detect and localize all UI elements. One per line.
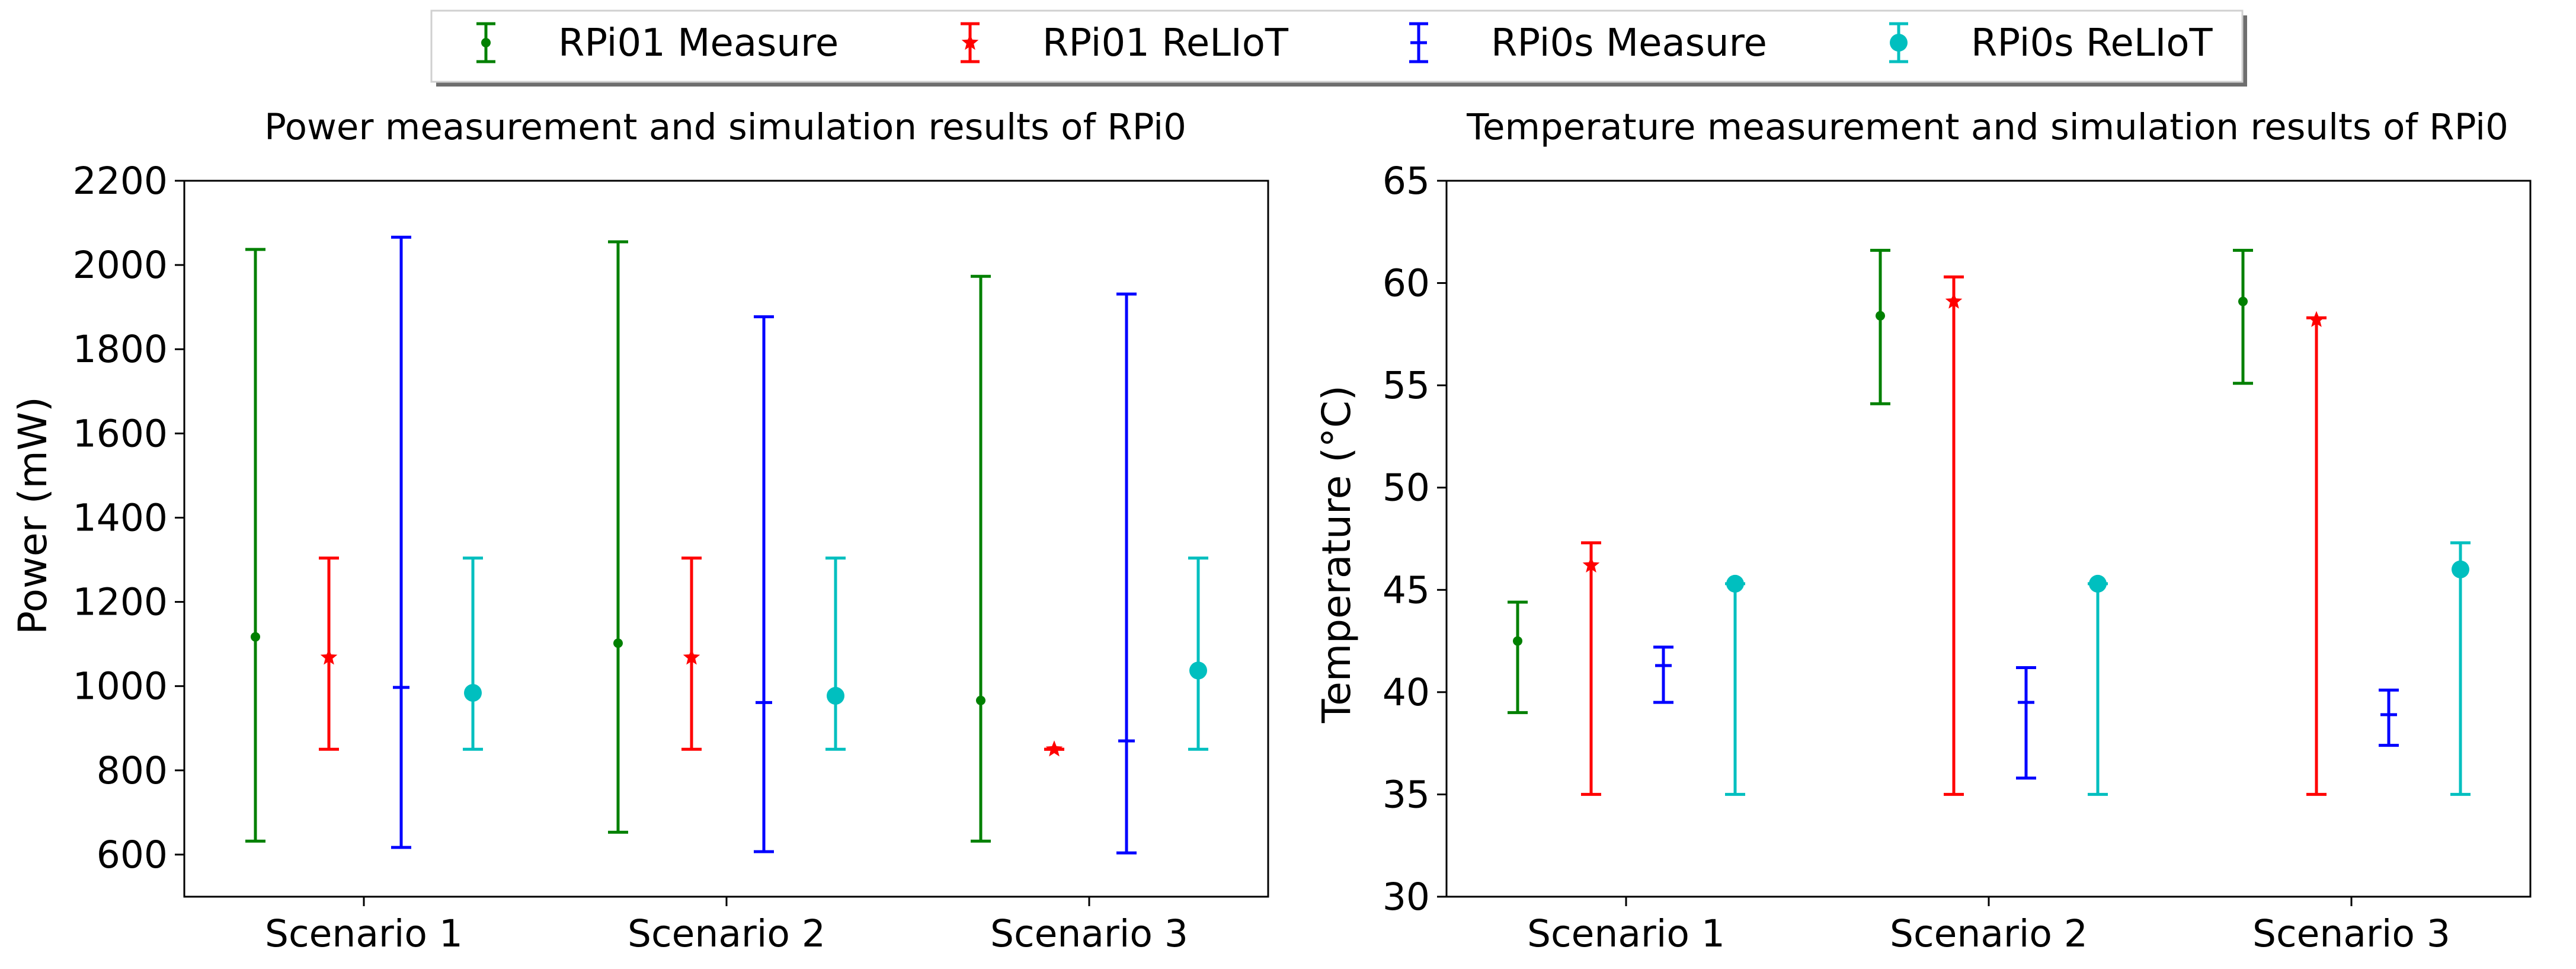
data-point xyxy=(2452,560,2469,578)
errorbar xyxy=(825,557,846,751)
errorbar xyxy=(971,274,991,843)
data-point xyxy=(1582,556,1600,573)
y-tick-label: 1800 xyxy=(73,328,168,371)
y-tick-label: 1600 xyxy=(73,412,168,455)
legend-entry: RPi0s ReLIoT xyxy=(1889,21,2213,65)
series-rpi01-measure xyxy=(245,240,991,843)
temperature-y-axis-label: Temperature (°C) xyxy=(1314,385,1359,724)
series-rpi0s-reliot xyxy=(1725,541,2471,796)
errorbar xyxy=(463,557,483,751)
errorbar xyxy=(319,557,339,751)
x-tick-label: Scenario 1 xyxy=(265,912,463,955)
legend-label: RPi01 ReLIoT xyxy=(1042,21,1289,65)
errorbar xyxy=(1116,292,1137,855)
legend-entry: RPi0s Measure xyxy=(1409,21,1767,65)
errorbar xyxy=(1044,740,1064,757)
x-tick-label: Scenario 3 xyxy=(990,912,1188,955)
errorbar xyxy=(1870,248,1890,405)
temperature-panel: Temperature measurement and simulation r… xyxy=(1314,106,2532,955)
series-rpi0s-measure xyxy=(391,235,1137,855)
errorbar xyxy=(1725,574,1745,796)
data-point xyxy=(251,632,260,642)
data-point xyxy=(1189,661,1207,680)
legend-entry: RPi01 ReLIoT xyxy=(961,21,1289,65)
data-point xyxy=(613,638,623,648)
temperature-plot-area: 30 35 40 45 50 55 60 65 Scenario 1 Scenario 2 Scen… xyxy=(1383,159,2471,955)
power-y-axis-label: Power (mW) xyxy=(10,396,56,635)
y-tick-label: 40 xyxy=(1383,671,1430,714)
y-tick-label: 65 xyxy=(1383,159,1430,203)
legend-box xyxy=(430,9,2244,83)
series-rpi0s-reliot xyxy=(463,557,1208,751)
errorbar xyxy=(681,557,702,751)
errorbar xyxy=(2450,541,2471,796)
errorbar xyxy=(754,315,774,853)
series-rpi01-measure xyxy=(1508,248,2253,714)
power-plot-area: 600 800 1000 1200 1400 1600 1800 2000 2200 Scenar… xyxy=(73,159,1208,955)
data-point xyxy=(464,684,482,702)
data-point xyxy=(827,687,844,705)
x-tick-label: Scenario 3 xyxy=(2252,912,2450,955)
series-rpi01-reliot xyxy=(1581,275,2327,796)
y-tick-label: 55 xyxy=(1383,364,1430,407)
y-tick-label: 2200 xyxy=(73,159,168,203)
errorbar xyxy=(245,248,265,843)
power-chart-title: Power measurement and simulation results… xyxy=(264,106,1186,148)
legend-marker xyxy=(961,34,979,50)
y-tick-label: 800 xyxy=(97,749,168,792)
temperature-plot-frame xyxy=(1445,180,2532,898)
y-tick-label: 35 xyxy=(1383,773,1430,816)
legend-label: RPi0s Measure xyxy=(1491,21,1767,65)
errorbar xyxy=(391,235,411,849)
errorbar xyxy=(1188,557,1208,751)
legend-marker xyxy=(1890,34,1908,52)
series-rpi01-reliot xyxy=(319,557,1064,757)
y-tick-label: 1400 xyxy=(73,496,168,539)
data-point xyxy=(1945,292,1963,309)
data-point xyxy=(683,648,700,665)
errorbar xyxy=(1581,541,1601,796)
errorbar xyxy=(2016,666,2036,780)
y-tick-label: 2000 xyxy=(73,244,168,287)
series-rpi0s-measure xyxy=(1653,645,2399,780)
data-point xyxy=(2308,311,2325,327)
data-point xyxy=(1513,636,1522,646)
legend-label: RPi0s ReLIoT xyxy=(1971,21,2213,65)
errorbar xyxy=(2306,311,2327,796)
errorbar xyxy=(2088,574,2108,796)
errorbar xyxy=(608,240,628,834)
power-panel: Power measurement and simulation results… xyxy=(10,106,1269,955)
y-tick-label: 600 xyxy=(97,833,168,877)
y-tick-label: 50 xyxy=(1383,466,1430,510)
errorbar xyxy=(1944,275,1964,796)
x-tick-label: Scenario 1 xyxy=(1527,912,1725,955)
x-tick-label: Scenario 2 xyxy=(1890,912,2088,955)
y-tick-label: 60 xyxy=(1383,262,1430,305)
y-tick-label: 30 xyxy=(1383,875,1430,919)
y-tick-label: 1200 xyxy=(73,581,168,624)
data-point xyxy=(2089,574,2107,593)
errorbar xyxy=(1508,600,1528,714)
temperature-chart-title: Temperature measurement and simulation r… xyxy=(1466,106,2508,148)
legend-marker xyxy=(481,38,491,47)
y-tick-label: 45 xyxy=(1383,568,1430,612)
y-tick-label: 1000 xyxy=(73,665,168,708)
data-point xyxy=(976,695,985,705)
data-point xyxy=(2238,296,2248,306)
legend-entries: RPi01 Measure RPi01 ReLIoT RPi0s Measure RP… xyxy=(476,21,2213,65)
x-tick-label: Scenario 2 xyxy=(628,912,825,955)
data-point xyxy=(1045,740,1063,757)
errorbar xyxy=(2379,688,2399,747)
data-point xyxy=(320,648,338,665)
legend-label: RPi01 Measure xyxy=(558,21,839,65)
data-point xyxy=(1876,311,1885,321)
errorbar xyxy=(2233,248,2253,385)
legend: RPi01 Measure RPi01 ReLIoT RPi0s Measure RP… xyxy=(430,9,2247,87)
power-plot-frame xyxy=(183,180,1269,898)
legend-entry: RPi01 Measure xyxy=(476,21,839,65)
data-point xyxy=(1726,574,1744,593)
errorbar xyxy=(1653,645,1673,704)
